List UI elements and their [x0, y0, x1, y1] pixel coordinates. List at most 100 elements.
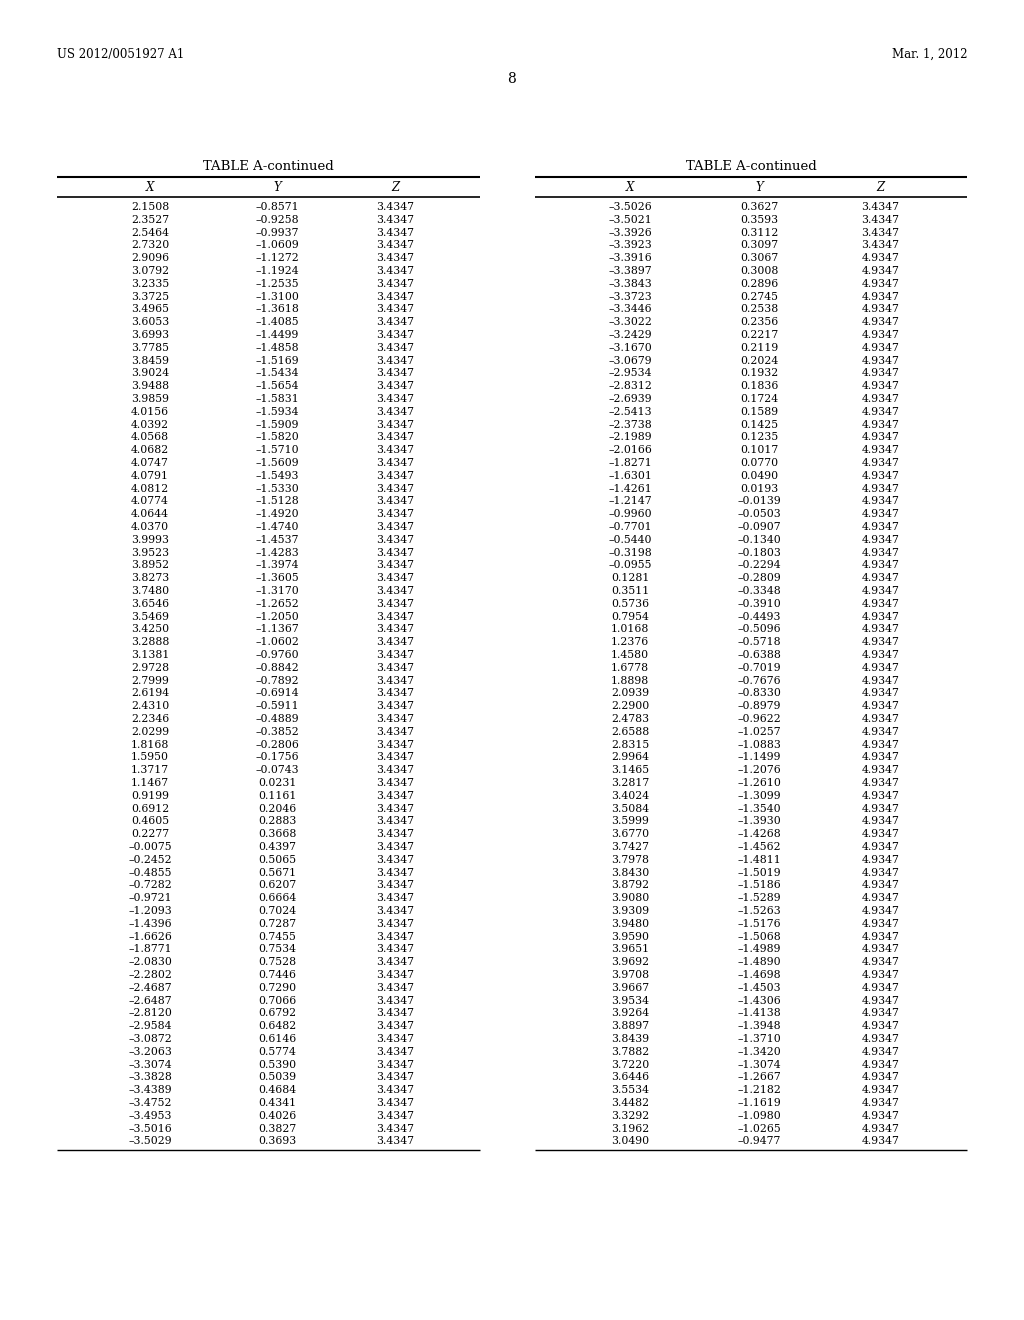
- Text: 4.9347: 4.9347: [861, 561, 899, 570]
- Text: –2.2802: –2.2802: [128, 970, 172, 979]
- Text: 3.4347: 3.4347: [861, 227, 900, 238]
- Text: 0.4341: 0.4341: [258, 1098, 296, 1107]
- Text: 0.7287: 0.7287: [258, 919, 296, 929]
- Text: 0.1836: 0.1836: [740, 381, 779, 391]
- Text: 3.9534: 3.9534: [611, 995, 649, 1006]
- Text: 0.7455: 0.7455: [258, 932, 296, 941]
- Text: 4.9347: 4.9347: [861, 727, 899, 737]
- Text: 3.4347: 3.4347: [377, 701, 415, 711]
- Text: –0.7676: –0.7676: [738, 676, 781, 685]
- Text: –2.6939: –2.6939: [608, 393, 652, 404]
- Text: 4.9347: 4.9347: [861, 253, 899, 263]
- Text: 0.3593: 0.3593: [740, 215, 778, 224]
- Text: 3.4250: 3.4250: [131, 624, 169, 635]
- Text: 2.8315: 2.8315: [611, 739, 649, 750]
- Text: 0.3511: 0.3511: [611, 586, 649, 597]
- Text: 0.7534: 0.7534: [258, 944, 296, 954]
- Text: 3.4347: 3.4347: [377, 510, 415, 519]
- Text: 3.4347: 3.4347: [377, 279, 415, 289]
- Text: –1.4537: –1.4537: [255, 535, 299, 545]
- Text: –1.0980: –1.0980: [737, 1111, 781, 1121]
- Text: 3.4347: 3.4347: [377, 855, 415, 865]
- Text: –1.3170: –1.3170: [255, 586, 299, 597]
- Text: 4.9347: 4.9347: [861, 867, 899, 878]
- Text: 3.7427: 3.7427: [611, 842, 649, 851]
- Text: –1.5128: –1.5128: [255, 496, 299, 507]
- Text: 4.9347: 4.9347: [861, 638, 899, 647]
- Text: 3.4347: 3.4347: [377, 752, 415, 763]
- Text: –1.2535: –1.2535: [255, 279, 299, 289]
- Text: 3.8459: 3.8459: [131, 355, 169, 366]
- Text: 3.4347: 3.4347: [377, 649, 415, 660]
- Text: 3.9590: 3.9590: [611, 932, 649, 941]
- Text: –1.5289: –1.5289: [738, 894, 781, 903]
- Text: 4.9347: 4.9347: [861, 1123, 899, 1134]
- Text: –0.5096: –0.5096: [738, 624, 781, 635]
- Text: 4.9347: 4.9347: [861, 676, 899, 685]
- Text: –0.9721: –0.9721: [128, 894, 172, 903]
- Text: 3.8897: 3.8897: [611, 1022, 649, 1031]
- Text: 3.4347: 3.4347: [377, 483, 415, 494]
- Text: –0.1340: –0.1340: [737, 535, 781, 545]
- Text: –1.2182: –1.2182: [737, 1085, 781, 1096]
- Text: –1.3074: –1.3074: [738, 1060, 781, 1069]
- Text: –3.3916: –3.3916: [608, 253, 652, 263]
- Text: 0.5671: 0.5671: [258, 867, 296, 878]
- Text: 1.0168: 1.0168: [611, 624, 649, 635]
- Text: –1.4890: –1.4890: [738, 957, 781, 968]
- Text: –1.3710: –1.3710: [737, 1034, 781, 1044]
- Text: –3.3923: –3.3923: [608, 240, 652, 251]
- Text: 0.7290: 0.7290: [258, 983, 296, 993]
- Text: –0.3910: –0.3910: [737, 599, 781, 609]
- Text: 4.9347: 4.9347: [861, 317, 899, 327]
- Text: 1.8898: 1.8898: [611, 676, 649, 685]
- Text: 0.4026: 0.4026: [258, 1111, 296, 1121]
- Text: 0.6792: 0.6792: [258, 1008, 296, 1019]
- Text: 3.4347: 3.4347: [377, 599, 415, 609]
- Text: 4.9347: 4.9347: [861, 970, 899, 979]
- Text: 2.4783: 2.4783: [611, 714, 649, 723]
- Text: –3.4953: –3.4953: [128, 1111, 172, 1121]
- Text: 0.2896: 0.2896: [740, 279, 779, 289]
- Text: 0.3112: 0.3112: [740, 227, 779, 238]
- Text: 3.4347: 3.4347: [377, 816, 415, 826]
- Text: 3.4347: 3.4347: [377, 663, 415, 673]
- Text: –1.2076: –1.2076: [737, 766, 781, 775]
- Text: –0.5911: –0.5911: [255, 701, 299, 711]
- Text: 0.4397: 0.4397: [258, 842, 296, 851]
- Text: –0.8571: –0.8571: [255, 202, 299, 213]
- Text: 3.9993: 3.9993: [131, 535, 169, 545]
- Text: 3.4347: 3.4347: [377, 227, 415, 238]
- Text: 0.3693: 0.3693: [258, 1137, 296, 1146]
- Text: 0.1281: 0.1281: [611, 573, 649, 583]
- Text: 3.4347: 3.4347: [861, 202, 900, 213]
- Text: –0.9937: –0.9937: [255, 227, 299, 238]
- Text: 3.4347: 3.4347: [377, 1008, 415, 1019]
- Text: 3.9651: 3.9651: [611, 944, 649, 954]
- Text: 4.9347: 4.9347: [861, 1047, 899, 1057]
- Text: 3.6053: 3.6053: [131, 317, 169, 327]
- Text: 3.9480: 3.9480: [611, 919, 649, 929]
- Text: 1.5950: 1.5950: [131, 752, 169, 763]
- Text: 3.4347: 3.4347: [377, 777, 415, 788]
- Text: 1.4580: 1.4580: [611, 649, 649, 660]
- Text: –0.5718: –0.5718: [738, 638, 781, 647]
- Text: 0.1724: 0.1724: [740, 393, 778, 404]
- Text: 0.7954: 0.7954: [611, 611, 649, 622]
- Text: –1.4858: –1.4858: [255, 343, 299, 352]
- Text: –1.5068: –1.5068: [737, 932, 781, 941]
- Text: 3.4347: 3.4347: [377, 240, 415, 251]
- Text: –1.5263: –1.5263: [737, 906, 781, 916]
- Text: 3.9309: 3.9309: [611, 906, 649, 916]
- Text: 3.4347: 3.4347: [377, 919, 415, 929]
- Text: –1.4989: –1.4989: [738, 944, 781, 954]
- Text: –2.6487: –2.6487: [128, 995, 172, 1006]
- Text: –1.5434: –1.5434: [255, 368, 299, 379]
- Text: 4.9347: 4.9347: [861, 292, 899, 301]
- Text: 4.0644: 4.0644: [131, 510, 169, 519]
- Text: 4.9347: 4.9347: [861, 983, 899, 993]
- Text: 1.8168: 1.8168: [131, 739, 169, 750]
- Text: Y: Y: [273, 181, 281, 194]
- Text: 4.9347: 4.9347: [861, 573, 899, 583]
- Text: 4.9347: 4.9347: [861, 932, 899, 941]
